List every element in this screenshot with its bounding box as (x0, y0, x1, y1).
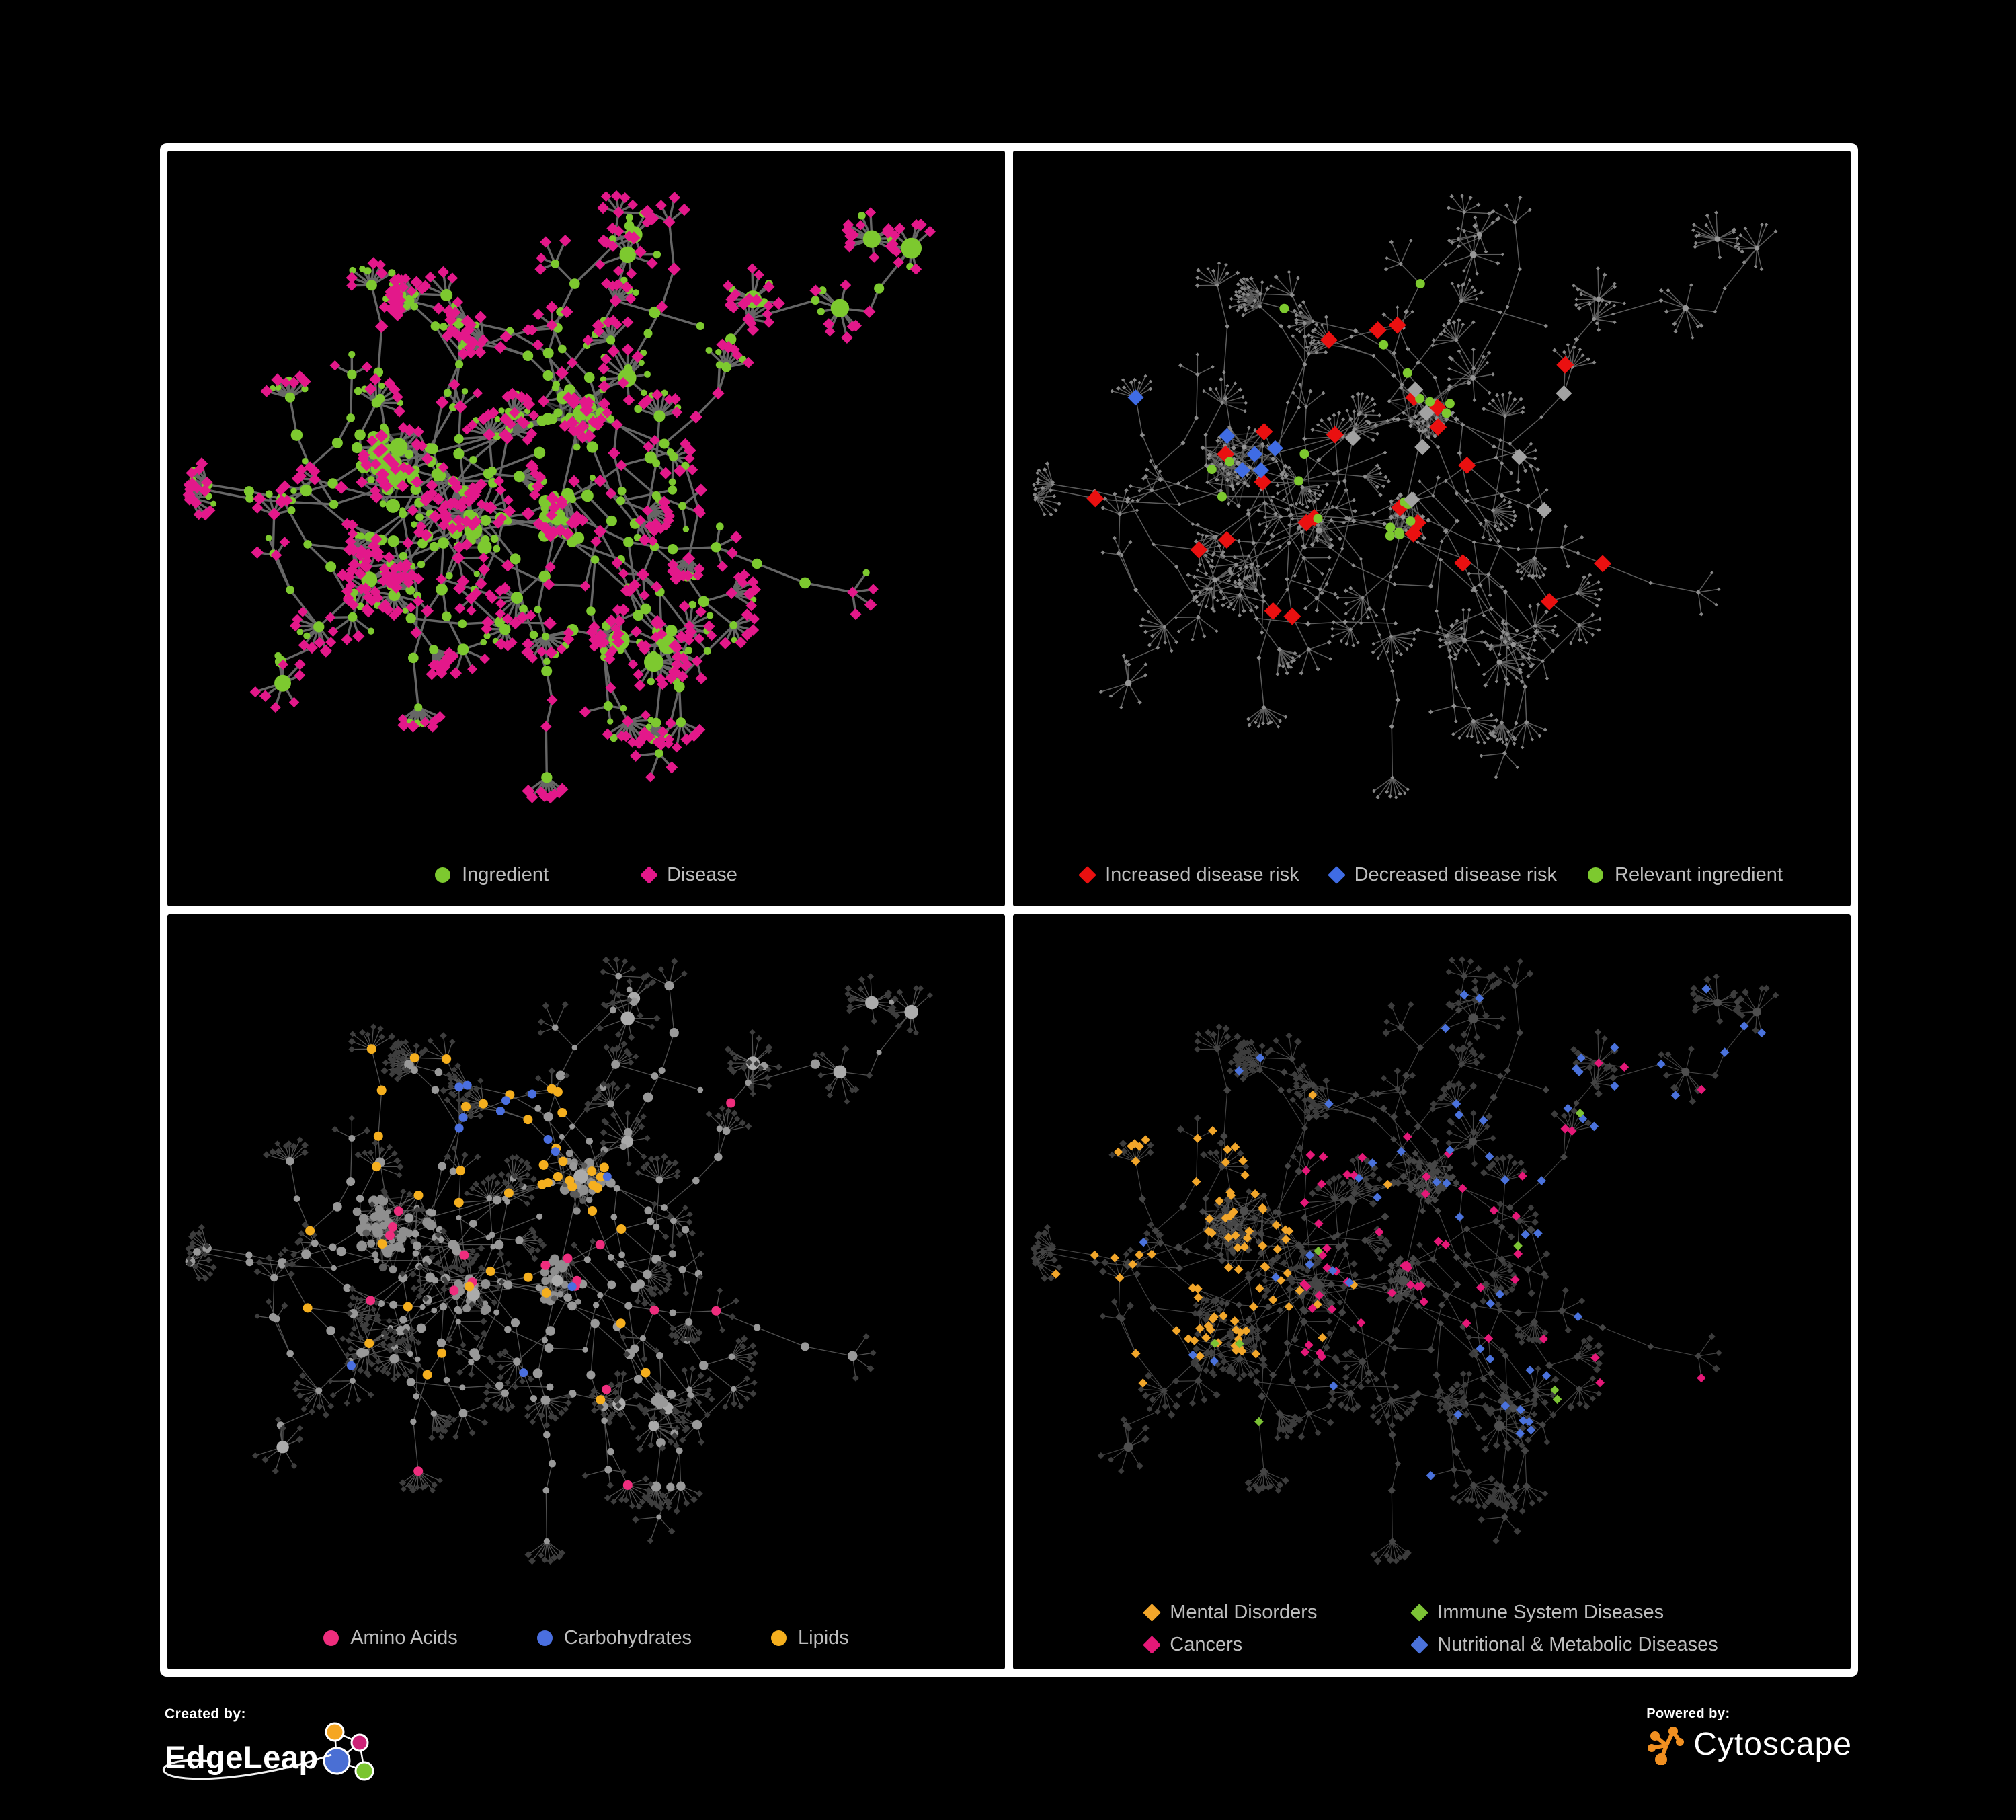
legend-item: Ingredient (435, 864, 549, 886)
edgeleap-brand-text: EdgeLeap (165, 1739, 319, 1775)
ingredient-legend-icon (435, 867, 451, 883)
created-by-label: Created by: (165, 1706, 247, 1722)
mental-disorders-legend-icon (1143, 1604, 1162, 1622)
relevant-ingredient-legend-icon (1588, 867, 1604, 883)
legend-item: Carbohydrates (536, 1627, 692, 1649)
nutritional-metabolic-legend-icon (1410, 1636, 1429, 1654)
legend-item: Nutritional & Metabolic Diseases (1410, 1634, 1718, 1656)
panel-ingredient-disease: Ingredient Disease (167, 151, 1005, 906)
carbohydrates-legend-icon (536, 1630, 553, 1646)
legend-label: Nutritional & Metabolic Diseases (1437, 1634, 1718, 1655)
legend-item: Mental Disorders (1143, 1601, 1413, 1624)
lipids-legend-icon (771, 1630, 787, 1646)
legend-item: Cancers (1143, 1634, 1413, 1656)
panel-disease-risk: Increased disease risk Decreased disease… (1013, 151, 1851, 906)
cytoscape-logo-icon (1648, 1727, 1685, 1765)
edgeleap-logo-icon (323, 1722, 374, 1781)
nutrient-class-network-graph (185, 955, 933, 1565)
legend-label: Decreased disease risk (1354, 863, 1558, 885)
panel-disease-categories: Mental Disorders Immune System Diseases … (1013, 914, 1851, 1669)
cytoscape-brand-text: Cytoscape (1693, 1727, 1852, 1762)
legend-label: Lipids (798, 1627, 849, 1649)
legend-label: Disease (667, 863, 737, 885)
immune-diseases-legend-icon (1410, 1604, 1429, 1622)
decreased-risk-legend-icon (1327, 865, 1346, 884)
amino-acids-legend-icon (323, 1630, 339, 1646)
increased-risk-legend-icon (1078, 865, 1097, 884)
legend-item: Decreased disease risk (1327, 863, 1558, 886)
legend-nutrient-classes: Amino Acids Carbohydrates Lipids (167, 1627, 1005, 1649)
legend-item: Increased disease risk (1078, 863, 1299, 886)
legend-label: Carbohydrates (563, 1627, 692, 1649)
panel-grid: Ingredient Disease Increased disease ris… (160, 143, 1858, 1677)
created-by-block: Created by: EdgeLeap (162, 1706, 402, 1788)
cancers-legend-icon (1143, 1636, 1162, 1654)
legend-disease-risk: Increased disease risk Decreased disease… (1013, 864, 1851, 886)
legend-label: Ingredient (462, 863, 549, 885)
ingredient-disease-network-graph (182, 190, 936, 804)
disease-risk-network-graph (1032, 194, 1778, 799)
powered-by-block: Powered by: Cytoscape (1646, 1706, 1852, 1765)
legend-label: Increased disease risk (1105, 863, 1299, 885)
legend-item: Immune System Diseases (1410, 1601, 1718, 1624)
footer: Created by: EdgeLeap (162, 1706, 1852, 1788)
legend-item: Relevant ingredient (1588, 864, 1783, 886)
panel-nutrient-classes: Amino Acids Carbohydrates Lipids (167, 914, 1005, 1669)
legend-item: Disease (640, 863, 737, 886)
legend-label: Amino Acids (350, 1627, 458, 1649)
legend-label: Immune System Diseases (1437, 1601, 1664, 1623)
legend-ingredient-disease: Ingredient Disease (167, 864, 1005, 886)
legend-label: Cancers (1170, 1634, 1243, 1655)
disease-legend-icon (640, 865, 659, 884)
disease-category-network-graph (1030, 955, 1779, 1565)
legend-label: Mental Disorders (1170, 1601, 1318, 1623)
legend-item: Amino Acids (323, 1627, 458, 1649)
legend-disease-categories: Mental Disorders Immune System Diseases … (1013, 1601, 1851, 1656)
powered-by-label: Powered by: (1646, 1706, 1730, 1721)
legend-label: Relevant ingredient (1615, 863, 1783, 885)
legend-item: Lipids (771, 1627, 849, 1649)
